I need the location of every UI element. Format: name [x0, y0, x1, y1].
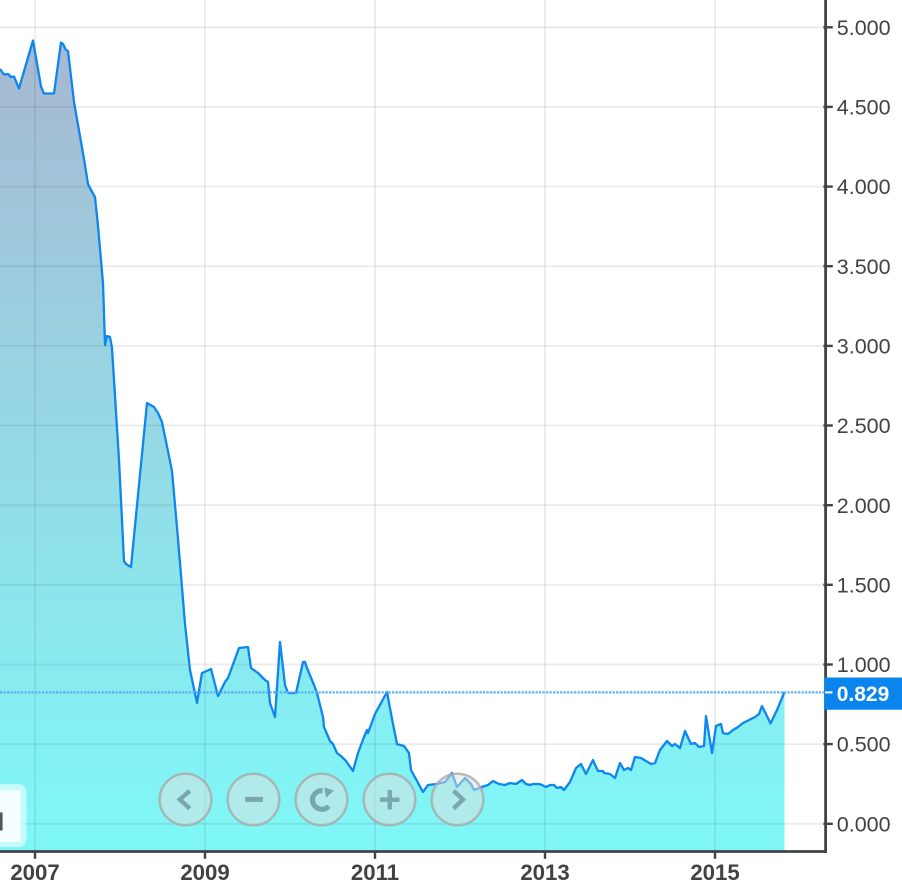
svg-text:1.000: 1.000 — [837, 653, 891, 677]
svg-text:4.000: 4.000 — [837, 175, 891, 199]
svg-text:2013: 2013 — [520, 860, 569, 882]
svg-text:3.000: 3.000 — [837, 335, 891, 359]
svg-text:2.000: 2.000 — [837, 494, 891, 518]
svg-text:0.500: 0.500 — [837, 733, 891, 757]
svg-text:0.000: 0.000 — [837, 812, 891, 836]
svg-text:3.500: 3.500 — [837, 255, 891, 279]
svg-text:2011: 2011 — [351, 860, 399, 882]
svg-text:2015: 2015 — [690, 860, 739, 882]
svg-text:1.500: 1.500 — [837, 573, 891, 597]
svg-text:2.500: 2.500 — [837, 414, 891, 438]
svg-text:2009: 2009 — [180, 860, 229, 882]
svg-text:2007: 2007 — [10, 860, 59, 882]
svg-text:5.000: 5.000 — [837, 16, 891, 40]
svg-text:0.829: 0.829 — [837, 683, 890, 706]
svg-text:4.500: 4.500 — [837, 96, 891, 120]
